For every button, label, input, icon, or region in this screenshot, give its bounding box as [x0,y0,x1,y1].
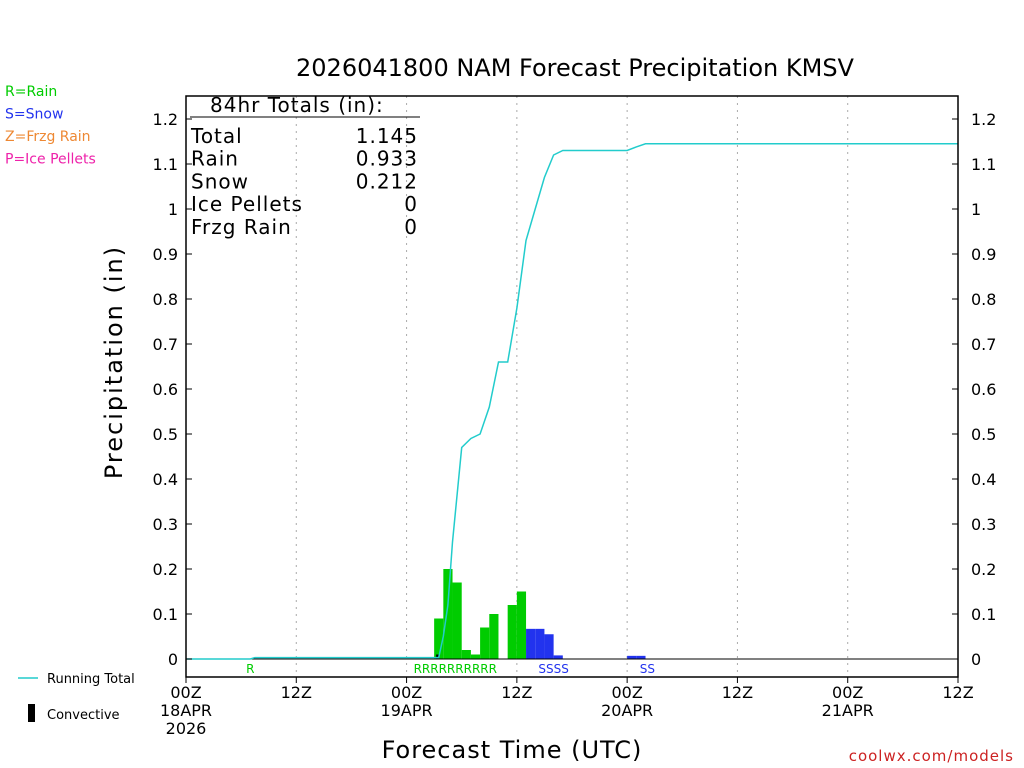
y-tick-label: 1.2 [153,110,178,129]
type-marker: R [246,662,254,676]
type-legend: R=Rain S=Snow Z=Frzg Rain P=Ice Pellets [5,84,96,168]
x-tick-label: 2026 [166,719,207,738]
running-total-legend-label: Running Total [47,672,135,687]
precip-bar [489,614,499,659]
y-tick-label: 0 [168,650,178,669]
totals-row-value: 0 [404,215,418,239]
totals-row-label: Total [190,124,243,148]
y-tick-label: 0.2 [971,560,996,579]
y-tick-label: 0.6 [971,380,996,399]
totals-row-value: 0 [404,192,418,216]
y-tick-label: 0 [971,650,981,669]
y-tick-label: 0.5 [153,425,178,444]
y-tick-label: 0.2 [153,560,178,579]
grid [295,96,849,677]
y-tick-label: 0.6 [153,380,178,399]
y-tick-label: 0.1 [153,605,178,624]
y-tick-label: 0.4 [153,470,178,489]
y-tick-label: 1.1 [153,155,178,174]
type-legend-item: P=Ice Pellets [5,152,96,168]
x-tick-label: 12Z [281,683,312,702]
precip-bar [443,569,453,659]
precip-bar [480,627,490,659]
precip-bar [526,628,536,659]
precip-bar [544,634,554,659]
type-marker: RRRRRRRRRR [414,662,497,676]
type-marker: SSSS [538,662,568,676]
x-tick-label: 12Z [722,683,753,702]
y-tick-label: 1 [971,200,981,219]
x-tick-label: 20APR [601,701,653,720]
precip-bar [470,654,481,659]
totals-row-label: Snow [191,169,249,193]
credit-text: coolwx.com/models [849,747,1014,765]
precip-bar [535,628,545,659]
precip-bar [452,582,462,659]
type-markers: R RRRRRRRRRR SSSS SS [246,662,655,676]
totals-row-label: Ice Pellets [191,192,303,216]
x-tick-label: 00Z [611,683,642,702]
totals-row-value: 0.933 [356,147,418,171]
y-axis-left: 0 0.1 0.2 0.3 0.4 0.5 0.6 0.7 0.8 0.9 1 1.1 1.2 [153,110,192,669]
type-legend-item: Z=Frzg Rain [5,129,91,145]
x-tick-label: 21APR [822,701,874,720]
y-tick-label: 1.1 [971,155,996,174]
y-tick-label: 0.9 [153,245,178,264]
totals-heading: 84hr Totals (in): [210,93,384,117]
totals-box: 84hr Totals (in): Total 1.145 Rain 0.933 Sno… [190,93,420,239]
y-tick-label: 0.8 [971,290,996,309]
y-tick-label: 0.9 [971,245,996,264]
x-tick-label: 18APR [160,701,212,720]
precip-bar [434,618,444,659]
x-tick-label: 19APR [381,701,433,720]
y-tick-label: 0.4 [971,470,996,489]
y-tick-label: 0.1 [971,605,996,624]
x-tick-label: 12Z [942,683,973,702]
y-tick-label: 0.8 [153,290,178,309]
convective-legend-label: Convective [47,708,120,723]
y-axis-label: Precipitation (in) [100,245,128,479]
y-tick-label: 1.2 [971,110,996,129]
precip-bar [507,605,517,659]
precip-bar [636,655,646,659]
x-axis-label: Forecast Time (UTC) [382,736,643,764]
chart-title: 2026041800 NAM Forecast Precipitation KM… [296,54,855,82]
precip-bar [461,650,471,659]
x-tick-label: 12Z [501,683,532,702]
type-legend-item: S=Snow [5,107,63,123]
y-tick-label: 0.5 [971,425,996,444]
y-tick-label: 1 [168,200,178,219]
y-tick-label: 0.3 [971,515,996,534]
y-tick-label: 0.7 [153,335,178,354]
convective-bar [436,654,440,659]
precip-bar [516,591,527,659]
x-tick-label: 00Z [170,683,201,702]
precip-bar [553,655,563,659]
totals-row-label: Rain [191,147,239,171]
totals-row-value: 0.212 [356,169,418,193]
x-tick-label: 00Z [832,683,863,702]
y-tick-label: 0.3 [153,515,178,534]
y-axis-right: 0 0.1 0.2 0.3 0.4 0.5 0.6 0.7 0.8 0.9 1 1.1 1.2 [952,110,996,669]
x-tick-label: 00Z [391,683,422,702]
plot-frame [185,95,959,678]
running-total-line [186,143,958,660]
convective-legend-swatch [28,704,35,722]
y-tick-label: 0.7 [971,335,996,354]
totals-row-label: Frzg Rain [191,215,292,239]
type-marker: SS [640,662,655,676]
type-legend-item: R=Rain [5,84,57,100]
bars [434,569,646,659]
totals-row-value: 1.145 [356,124,418,148]
precip-bar [627,655,637,659]
